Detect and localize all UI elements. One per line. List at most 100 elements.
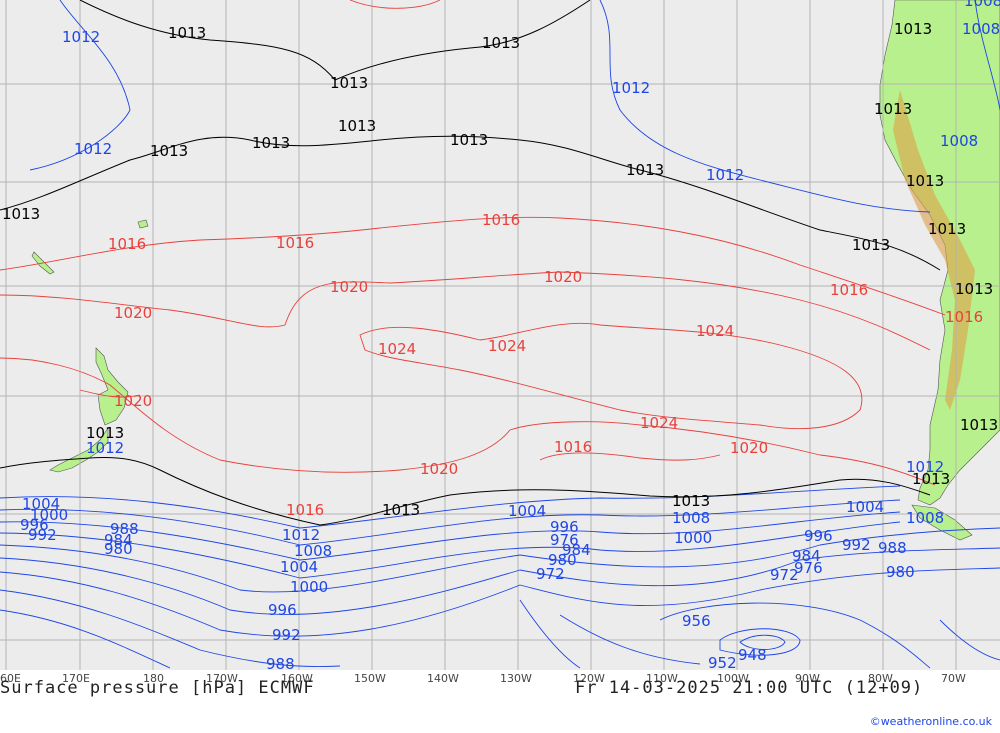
isobar-label: 996 (268, 601, 297, 619)
isobar-label: 1013 (450, 131, 488, 149)
isobar-label: 980 (548, 551, 577, 569)
isobar-label: 1020 (114, 392, 152, 410)
isobar-label: 1020 (730, 439, 768, 457)
pressure-map: 1012 1013 1013 1013 1012 1012 1013 1013 … (0, 0, 1000, 670)
new-zealand-south-island (49, 427, 109, 473)
longitude-label: 140W (427, 672, 459, 685)
isobar-label: 1013 (86, 424, 124, 442)
isobars-low (0, 0, 1000, 669)
isobar-label: 1024 (378, 340, 416, 358)
graticule (0, 0, 1000, 670)
isobar-labels: 1012 1013 1013 1013 1012 1012 1013 1013 … (2, 0, 1000, 670)
isobar-label: 1020 (330, 278, 368, 296)
isobar-label: 1008 (940, 132, 978, 150)
isobar-label: 980 (886, 563, 915, 581)
isobar-label: 1013 (928, 220, 966, 238)
isobar-label: 1013 (338, 117, 376, 135)
isobar-label: 1013 (906, 172, 944, 190)
isobar-label: 948 (738, 646, 767, 664)
ocean-background (0, 0, 1000, 670)
longitude-label: 170E (62, 672, 90, 685)
isobar-label: 956 (682, 612, 711, 630)
isobar-label: 1013 (672, 492, 710, 510)
isobar-label: 1024 (696, 322, 734, 340)
isobar-label: 1013 (874, 100, 912, 118)
isobar-label: 976 (794, 559, 823, 577)
isobar-label: 1013 (168, 24, 206, 42)
isobar-label: 992 (842, 536, 871, 554)
isobar-label: 1008 (906, 509, 944, 527)
isobar-label: 1013 (150, 142, 188, 160)
longitude-label: 80W (868, 672, 893, 685)
isobar-label: 984 (104, 531, 133, 549)
isobar-label: 1016 (482, 211, 520, 229)
isobar-label: 1013 (482, 34, 520, 52)
map-canvas: 1012 1013 1013 1013 1012 1012 1013 1013 … (0, 0, 1000, 670)
isobar-label: 980 (104, 540, 133, 558)
isobar-label: 1020 (114, 304, 152, 322)
isobar-label: 1008 (672, 509, 710, 527)
map-title: Surface pressure [hPa] ECMWF (0, 678, 315, 698)
isobar-label: 1004 (846, 498, 884, 516)
longitude-label: 110W (646, 672, 678, 685)
isobar-label: 984 (792, 547, 821, 565)
isobar-label: 1012 (74, 140, 112, 158)
isobar-label: 1013 (852, 236, 890, 254)
longitude-label: 160W (281, 672, 313, 685)
isobar-label: 1016 (286, 501, 324, 519)
isobar-label: 1004 (22, 495, 60, 513)
isobar-label: 1013 (626, 161, 664, 179)
longitude-label: 70W (941, 672, 966, 685)
isobar-label: 1016 (108, 235, 146, 253)
isobar-label: 988 (266, 655, 295, 670)
isobars-standard (0, 0, 941, 526)
isobar-label: 1012 (282, 526, 320, 544)
isobar-label: 996 (20, 516, 49, 534)
isobar-label: 1013 (2, 205, 40, 223)
longitude-label: 150W (354, 672, 386, 685)
isobar-label: 1013 (960, 416, 998, 434)
isobar-label: 1020 (420, 460, 458, 478)
isobar-label: 1000 (674, 529, 712, 547)
andes-terrain (893, 90, 975, 410)
isobar-label: 1016 (945, 308, 983, 326)
isobar-label: 1013 (252, 134, 290, 152)
isobar-label: 1000 (30, 506, 68, 524)
isobar-label: 1012 (906, 458, 944, 476)
isobar-label: 952 (708, 654, 737, 670)
isobar-label: 1008 (294, 542, 332, 560)
longitude-label: 60E (0, 672, 21, 685)
longitude-label: 100W (717, 672, 749, 685)
longitude-label: 120W (573, 672, 605, 685)
isobar-label: 1000 (290, 578, 328, 596)
isobar-label: 1012 (706, 166, 744, 184)
longitude-label: 170W (206, 672, 238, 685)
forecast-datetime: Fr 14-03-2025 21:00 UTC (12+09) (575, 678, 924, 698)
isobar-label: 1004 (280, 558, 318, 576)
credit-link[interactable]: ©weatheronline.co.uk (869, 715, 992, 728)
isobar-label: 1013 (330, 74, 368, 92)
isobar-label: 1013 (912, 470, 950, 488)
isobar-label: 984 (562, 541, 591, 559)
isobar-label: 976 (550, 531, 579, 549)
longitude-label: 90W (795, 672, 820, 685)
isobar-label: 1013 (955, 280, 993, 298)
isobar-label: 1020 (544, 268, 582, 286)
isobar-label: 1012 (62, 28, 100, 46)
isobar-label: 972 (770, 566, 799, 584)
fiji-islands (137, 219, 149, 229)
isobar-label: 1016 (276, 234, 314, 252)
longitude-label: 130W (500, 672, 532, 685)
isobar-label: 992 (272, 626, 301, 644)
isobar-label: 1012 (86, 439, 124, 457)
isobar-label: 1016 (830, 281, 868, 299)
isobar-label: 1013 (382, 501, 420, 519)
isobar-label: 1008 (964, 0, 1000, 10)
isobar-label: 988 (110, 520, 139, 538)
longitude-label: 180 (143, 672, 164, 685)
isobar-label: 992 (28, 526, 57, 544)
isobar-label: 1013 (894, 20, 932, 38)
isobar-label: 1024 (488, 337, 526, 355)
isobar-label: 988 (878, 539, 907, 557)
isobar-label: 1012 (612, 79, 650, 97)
